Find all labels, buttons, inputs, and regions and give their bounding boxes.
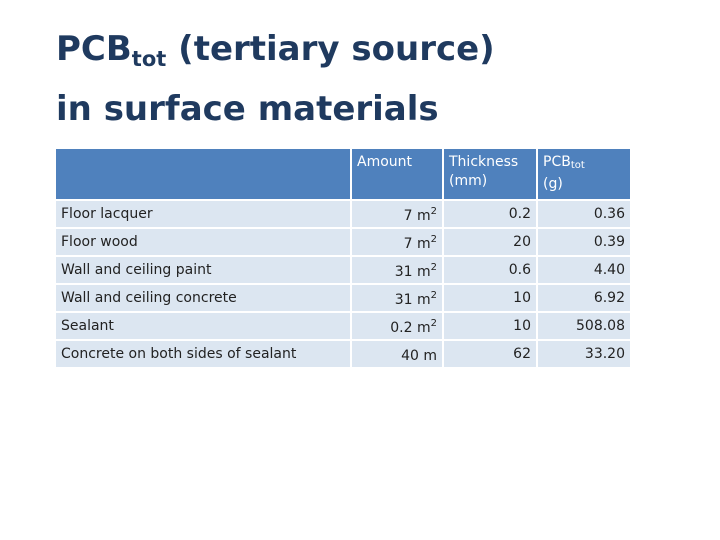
materials-table: Amount Thickness (mm) PCBtot (g) Floor lac… bbox=[54, 147, 632, 369]
title-line-2: in surface materials bbox=[56, 89, 439, 129]
header-amount: Amount bbox=[352, 149, 442, 199]
header-thickness-unit: (mm) bbox=[449, 173, 488, 189]
title-line-1: PCBtot (tertiary source) bbox=[56, 24, 495, 84]
header-pcb-unit: (g) bbox=[543, 176, 563, 192]
thickness-cell: 10 bbox=[444, 285, 536, 311]
material-cell: Floor wood bbox=[56, 229, 350, 255]
table-row: Floor wood 7 m2 20 0.39 bbox=[56, 229, 630, 255]
title-pcb: PCB bbox=[56, 29, 132, 69]
header-row: Amount Thickness (mm) PCBtot (g) bbox=[56, 149, 630, 199]
header-blank bbox=[56, 149, 350, 199]
amount-exponent: 2 bbox=[430, 290, 437, 301]
amount-cell: 7 m2 bbox=[352, 201, 442, 227]
thickness-cell: 62 bbox=[444, 341, 536, 367]
material-cell: Concrete on both sides of sealant bbox=[56, 341, 350, 367]
thickness-cell: 0.2 bbox=[444, 201, 536, 227]
pcb-cell: 6.92 bbox=[538, 285, 630, 311]
pcb-cell: 508.08 bbox=[538, 313, 630, 339]
header-thickness-label: Thickness bbox=[449, 154, 519, 170]
amount-exponent: 2 bbox=[430, 206, 437, 217]
table-row: Wall and ceiling paint 31 m2 0.6 4.40 bbox=[56, 257, 630, 283]
material-cell: Wall and ceiling paint bbox=[56, 257, 350, 283]
title-subscript: tot bbox=[131, 47, 167, 71]
pcb-cell: 4.40 bbox=[538, 257, 630, 283]
table-row: Floor lacquer 7 m2 0.2 0.36 bbox=[56, 201, 630, 227]
thickness-cell: 10 bbox=[444, 313, 536, 339]
slide-title: PCBtot (tertiary source) in surface mate… bbox=[56, 24, 495, 134]
thickness-cell: 0.6 bbox=[444, 257, 536, 283]
amount-value: 7 m bbox=[403, 236, 431, 252]
pcb-cell: 33.20 bbox=[538, 341, 630, 367]
amount-cell: 31 m2 bbox=[352, 257, 442, 283]
thickness-cell: 20 bbox=[444, 229, 536, 255]
amount-value: 31 m bbox=[394, 264, 431, 280]
material-cell: Wall and ceiling concrete bbox=[56, 285, 350, 311]
amount-value: 40 m bbox=[401, 348, 437, 364]
amount-value: 7 m bbox=[403, 208, 431, 224]
pcb-cell: 0.36 bbox=[538, 201, 630, 227]
amount-value: 31 m bbox=[394, 292, 431, 308]
material-cell: Floor lacquer bbox=[56, 201, 350, 227]
table-row: Concrete on both sides of sealant 40 m 6… bbox=[56, 341, 630, 367]
header-thickness: Thickness (mm) bbox=[444, 149, 536, 199]
header-pcb-subscript: tot bbox=[570, 160, 585, 171]
amount-cell: 7 m2 bbox=[352, 229, 442, 255]
title-rest: (tertiary source) bbox=[166, 29, 495, 69]
pcb-cell: 0.39 bbox=[538, 229, 630, 255]
header-pcb-main: PCB bbox=[543, 154, 571, 170]
header-amount-label: Amount bbox=[357, 154, 413, 170]
header-pcb: PCBtot (g) bbox=[538, 149, 630, 199]
table-row: Wall and ceiling concrete 31 m2 10 6.92 bbox=[56, 285, 630, 311]
amount-exponent: 2 bbox=[430, 318, 437, 329]
header-pcb-label: PCBtot bbox=[543, 153, 625, 175]
amount-exponent: 2 bbox=[430, 234, 437, 245]
table-row: Sealant 0.2 m2 10 508.08 bbox=[56, 313, 630, 339]
amount-value: 0.2 m bbox=[390, 320, 431, 336]
amount-cell: 31 m2 bbox=[352, 285, 442, 311]
amount-exponent: 2 bbox=[430, 262, 437, 273]
material-cell: Sealant bbox=[56, 313, 350, 339]
amount-cell: 40 m bbox=[352, 341, 442, 367]
amount-cell: 0.2 m2 bbox=[352, 313, 442, 339]
